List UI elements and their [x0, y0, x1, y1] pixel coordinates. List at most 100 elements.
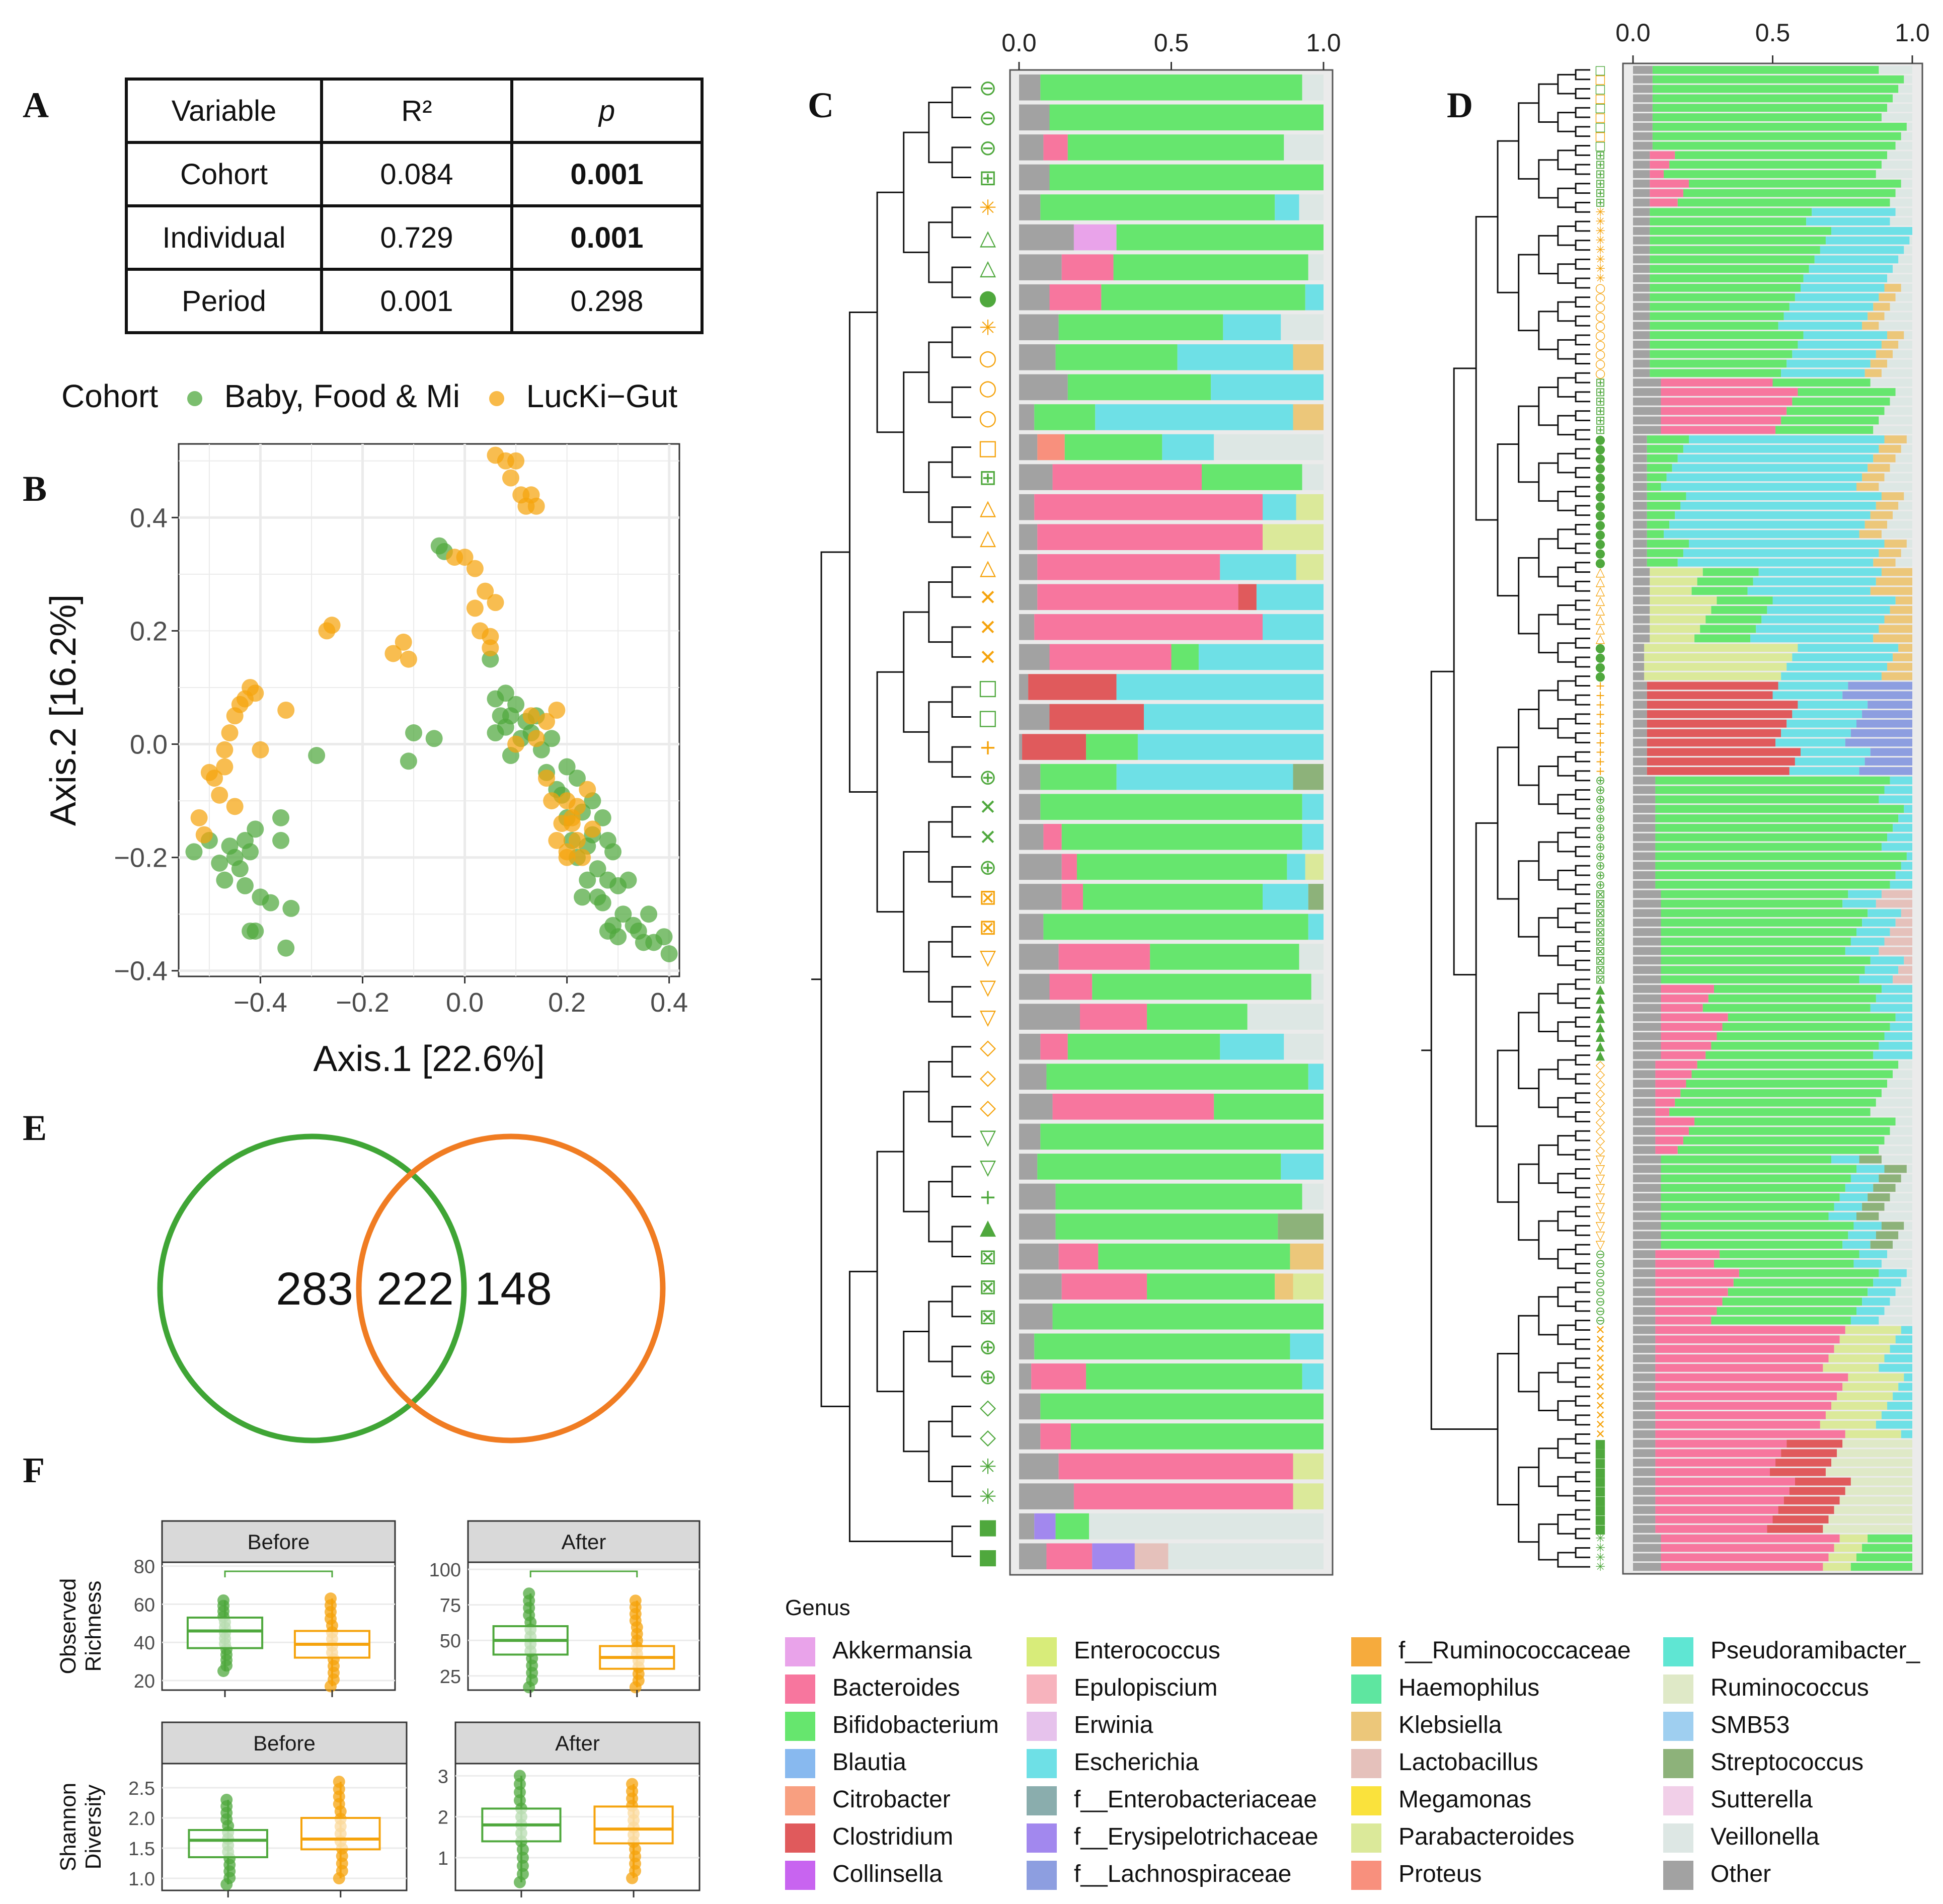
stacked-bar-segment — [1633, 767, 1647, 775]
genus-legend-label: f__Ruminococcaceae — [1398, 1637, 1631, 1664]
sample-marker-icon: ⊠ — [1595, 925, 1605, 939]
y-tick-label: 2.0 — [128, 1808, 155, 1830]
stacked-bar-segment — [1884, 435, 1907, 443]
sample-marker-icon: ▲ — [1596, 1029, 1605, 1043]
individual-marker-icon: ⊖ — [979, 135, 996, 160]
legend-swatch-icon — [1027, 1637, 1057, 1667]
stacked-bar-segment — [1633, 975, 1661, 983]
data-point — [425, 730, 443, 747]
dendrogram-branch — [1557, 870, 1576, 890]
genus-legend-label: Ruminococcus — [1711, 1674, 1869, 1701]
stacked-bar-segment — [1019, 494, 1035, 520]
stacked-bar-segment — [1034, 494, 1263, 520]
stacked-bar-segment — [1669, 1108, 1871, 1116]
sample-marker-icon: ✳ — [1595, 252, 1605, 266]
stacked-bar-segment — [1834, 1202, 1862, 1211]
stacked-bar-segment — [1655, 1411, 1826, 1419]
stacked-bar-segment — [1848, 681, 1912, 690]
stacked-bar-segment — [1052, 1303, 1324, 1330]
stacked-bar-segment — [1661, 947, 1845, 955]
x-tick-label: −0.2 — [336, 987, 390, 1018]
dendrogram-branch — [951, 626, 971, 658]
stacked-bar-segment — [1019, 314, 1059, 341]
stacked-bar-segment — [1661, 397, 1793, 406]
stacked-bar-segment — [1633, 823, 1656, 832]
stacked-bar-segment — [1842, 899, 1876, 908]
stacked-bar-segment — [1661, 1165, 1856, 1173]
stacked-bar-segment — [1019, 404, 1035, 430]
sample-marker-icon: ▽ — [1596, 1209, 1605, 1224]
stacked-bar-segment — [1828, 1354, 1885, 1362]
box-point — [333, 1798, 345, 1810]
dendrogram-branch — [1557, 756, 1576, 777]
stacked-bar-segment — [1633, 302, 1650, 311]
stacked-bar-segment — [1092, 1543, 1135, 1569]
stacked-bar-segment — [1223, 314, 1281, 341]
sample-marker-icon: ● — [1595, 517, 1606, 531]
genus-legend-item: Haemophilus — [1351, 1673, 1539, 1704]
stacked-bar-segment — [1633, 331, 1650, 339]
x-tick-label: 0.4 — [650, 987, 688, 1018]
stacked-bar-segment — [1633, 899, 1661, 908]
stacked-bar-segment — [1633, 1041, 1661, 1050]
data-point — [272, 809, 290, 826]
sample-marker-icon: ■ — [1595, 1465, 1606, 1479]
genus-legend-item: Collinsella — [785, 1859, 943, 1890]
stacked-bar-segment — [1040, 764, 1117, 790]
stacked-bar-segment — [1061, 824, 1302, 850]
sample-marker-icon: ▲ — [1596, 1020, 1605, 1034]
dendrogram-branch — [903, 131, 929, 253]
sample-marker-icon: ○ — [1595, 309, 1606, 323]
stacked-bar-segment — [1890, 1298, 1912, 1306]
stacked-bar-segment — [1661, 1553, 1829, 1562]
stacked-bar-segment — [1647, 473, 1667, 482]
data-point — [206, 770, 223, 787]
table-row: Cohort 0.084 0.001 — [125, 141, 704, 207]
data-point — [236, 877, 254, 894]
stacked-bar-segment — [1904, 1222, 1912, 1230]
sample-marker-icon: ▽ — [1596, 1238, 1605, 1252]
stacked-bar-segment — [1879, 66, 1912, 74]
dendrogram-branch — [951, 1046, 971, 1078]
dendrogram-branch — [951, 87, 971, 118]
data-point — [584, 820, 601, 838]
stacked-bar-segment — [1080, 1004, 1147, 1030]
stacked-bar-segment — [1633, 1525, 1656, 1533]
stacked-bar-segment — [1661, 956, 1871, 965]
stacked-bar-segment — [1049, 104, 1324, 131]
stacked-bar-segment — [1825, 1411, 1882, 1419]
stacked-bar-segment — [1302, 74, 1324, 101]
stacked-bar-segment — [1887, 1402, 1912, 1410]
sample-marker-icon: ⊠ — [1595, 972, 1605, 986]
stacked-bar-segment — [1019, 704, 1050, 730]
individual-marker-icon: ✕ — [979, 585, 996, 610]
dendrogram-branch — [1575, 770, 1590, 782]
dendrogram-branch — [1575, 580, 1590, 592]
sample-marker-icon: □ — [1595, 101, 1606, 115]
dendrogram-branch — [1453, 367, 1476, 976]
stacked-bar-segment — [1037, 524, 1263, 550]
stacked-bar-segment — [1647, 435, 1689, 443]
stacked-bar-segment — [1887, 331, 1904, 339]
stacked-bar-segment — [1884, 1202, 1912, 1211]
sample-marker-icon: ✕ — [1595, 1351, 1605, 1365]
stacked-bar-segment — [1801, 283, 1885, 292]
stacked-bar-segment — [1162, 434, 1214, 461]
stacked-bar-segment — [1647, 549, 1683, 557]
dendrogram-branch — [1557, 718, 1576, 739]
stacked-bar-segment — [1655, 814, 1899, 822]
stacked-bar-segment — [1022, 734, 1086, 760]
stacked-bar-segment — [1019, 524, 1038, 550]
stacked-bar-segment — [1887, 1250, 1912, 1258]
dendrogram-branch — [951, 386, 971, 418]
genus-legend-label: f__Erysipelotrichaceae — [1074, 1823, 1318, 1850]
stacked-bar-segment — [1633, 1222, 1661, 1230]
stacked-bar-segment — [1040, 194, 1275, 220]
stacked-bar-segment — [1669, 520, 1865, 529]
dendrogram-branch — [1575, 998, 1590, 1009]
stacked-bar-segment — [1633, 1136, 1656, 1145]
stacked-bar-segment — [1287, 854, 1305, 880]
stacked-bar-segment — [1689, 540, 1885, 548]
stacked-bar-segment — [1655, 1430, 1845, 1438]
dendrogram-branch — [1518, 557, 1539, 635]
